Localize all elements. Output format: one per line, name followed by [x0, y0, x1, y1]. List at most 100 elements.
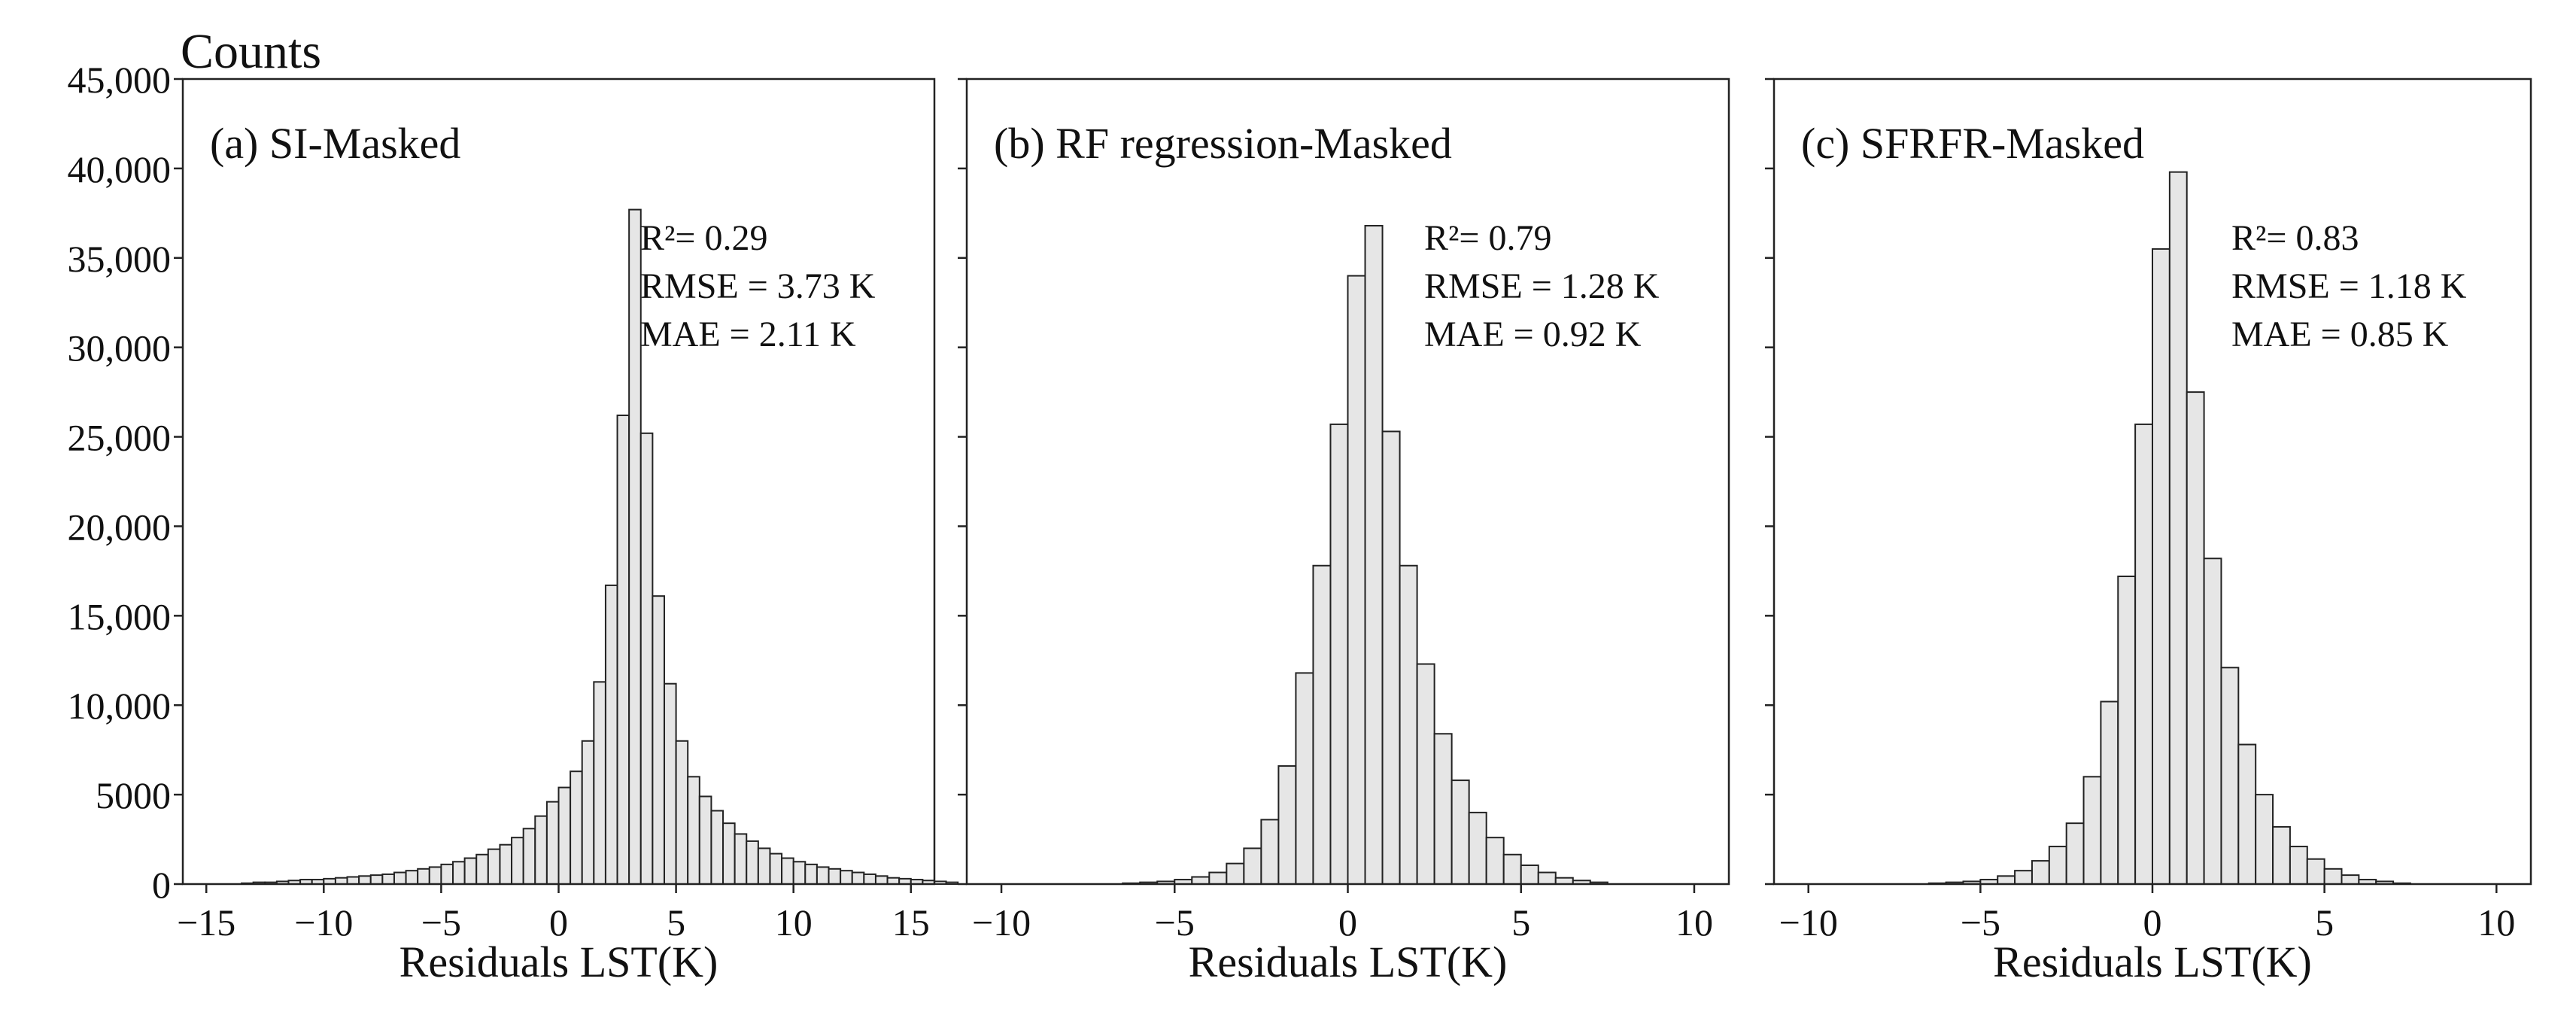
bar	[452, 861, 466, 886]
bar	[2065, 822, 2085, 885]
bar	[1502, 853, 1522, 886]
y-tick-label: 25,000	[68, 417, 172, 459]
bar	[1399, 564, 1418, 885]
bar	[874, 875, 889, 886]
y-tick-label: 20,000	[68, 506, 172, 548]
x-axis-label: Residuals LST(K)	[1189, 938, 1508, 986]
bar	[2152, 248, 2170, 885]
bar	[393, 871, 407, 885]
bar	[1243, 847, 1262, 886]
panel-0: 0 5000 10,000 15,000 20,000 25,000 30,000 35,00…	[68, 59, 959, 986]
y-tick-label: 40,000	[68, 148, 172, 190]
bar	[945, 881, 959, 885]
bar	[1485, 837, 1505, 885]
bar	[2168, 171, 2188, 885]
bar	[405, 870, 419, 885]
x-tick-label: 5	[667, 901, 685, 944]
panel-title: (b) RF regression-Masked	[994, 119, 1452, 168]
bar	[428, 866, 442, 886]
bar	[1997, 875, 2016, 886]
bar	[2134, 423, 2154, 885]
bar	[1416, 663, 1435, 885]
bar	[698, 795, 712, 885]
bar	[593, 681, 606, 885]
y-tick-label: 10,000	[68, 685, 172, 727]
panel-1: −10 −5 0 5 10 Residuals LST(K) (b) RF regressi…	[958, 77, 1730, 986]
bar	[746, 840, 759, 886]
bar	[2203, 558, 2222, 885]
bar	[2031, 860, 2050, 885]
bar	[381, 873, 395, 886]
x-axis-label: Residuals LST(K)	[1993, 938, 2312, 986]
bar	[522, 828, 536, 886]
x-tick-label: −5	[1155, 901, 1195, 944]
y-tick-label: 5000	[96, 774, 171, 816]
bar	[863, 873, 876, 886]
y-tick-label: 15,000	[68, 595, 172, 637]
bar	[475, 853, 489, 886]
bar	[804, 863, 818, 886]
bars-group-0	[241, 208, 959, 886]
bar	[1433, 733, 1453, 885]
bar	[1260, 819, 1280, 886]
bar	[1208, 871, 1228, 885]
bar	[675, 740, 689, 885]
bar	[1381, 430, 1401, 885]
x-tick-label: −10	[972, 901, 1031, 944]
bar	[840, 870, 853, 885]
bar	[511, 837, 524, 885]
bar	[2323, 868, 2343, 886]
x-tick-label: 5	[2315, 901, 2334, 944]
bar	[499, 843, 513, 885]
y-tick-label: 45,000	[68, 59, 172, 101]
bar	[358, 875, 372, 886]
bar	[1364, 224, 1384, 885]
x-tick-label: −5	[1961, 901, 2000, 944]
bar	[792, 861, 807, 886]
bar	[545, 801, 560, 885]
bar	[1347, 275, 1366, 885]
bar	[557, 786, 572, 885]
bar	[828, 868, 842, 886]
bar	[628, 208, 642, 886]
bar	[417, 868, 430, 886]
plot-frame-0	[181, 77, 936, 886]
bar	[2306, 858, 2325, 885]
bar	[1312, 564, 1332, 885]
x-tick-label: 5	[1511, 901, 1530, 944]
stat-text: RMSE = 1.28 K	[1424, 266, 1660, 306]
bar	[2272, 825, 2291, 886]
bar	[1295, 672, 1314, 886]
x-axis-label: Residuals LST(K)	[399, 938, 718, 986]
bar	[816, 866, 830, 886]
bar	[2100, 700, 2119, 886]
stat-text: R²= 0.79	[1424, 218, 1551, 258]
bar	[639, 432, 654, 885]
bar	[687, 776, 700, 886]
bar	[934, 880, 947, 886]
panel-title: (c) SFRFR-Masked	[1801, 119, 2144, 168]
panel-title: (a) SI-Masked	[210, 119, 460, 168]
x-tick-label: 10	[2477, 901, 2515, 944]
bar	[2117, 576, 2137, 885]
bar	[1451, 779, 1470, 885]
y-tick-label: 35,000	[68, 238, 172, 280]
stat-text: RMSE = 3.73 K	[640, 266, 876, 306]
bar	[1520, 865, 1539, 885]
bar	[652, 595, 665, 886]
bar	[2082, 776, 2102, 886]
bar	[2237, 743, 2257, 885]
bar	[534, 815, 548, 885]
bars-group-1	[1122, 224, 1608, 886]
bar	[769, 852, 783, 885]
bar	[2048, 846, 2067, 885]
bar	[1468, 811, 1487, 886]
panel-2: −10 −5 0 5 10 Residuals LST(K) (c) SFRFR-Maske…	[1765, 77, 2532, 986]
bar	[440, 863, 454, 886]
bar	[2186, 391, 2205, 885]
bar	[851, 871, 865, 885]
bar	[2341, 874, 2360, 885]
x-tick-label: 10	[1675, 901, 1713, 944]
stat-text: MAE = 0.92 K	[1424, 315, 1642, 354]
